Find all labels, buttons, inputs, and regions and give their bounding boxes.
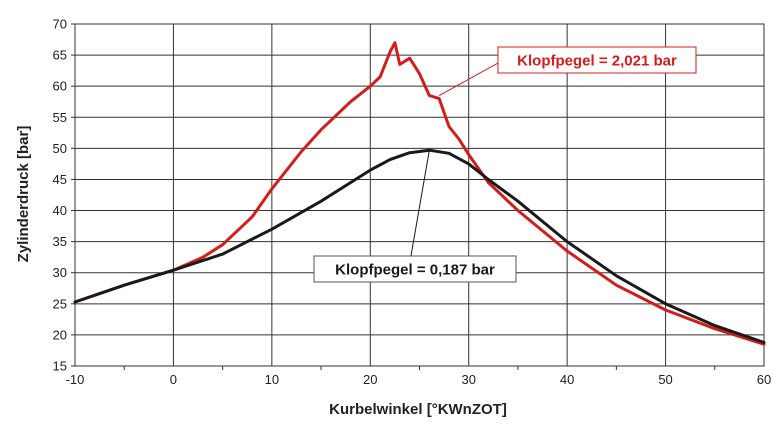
series-layer — [73, 41, 766, 346]
x-tick-label: 50 — [658, 372, 672, 387]
ticks: -10 0 10 20 30 40 50 60 15 20 25 30 35 40 45 50 55 60 65 70 — [53, 17, 772, 388]
x-tick-label: 0 — [170, 372, 177, 387]
y-tick-label: 45 — [53, 172, 67, 187]
x-tick-label: 40 — [560, 372, 574, 387]
callout-box-0 — [497, 46, 697, 74]
y-tick-label: 30 — [53, 265, 67, 280]
x-tick-label: -10 — [66, 372, 85, 387]
y-tick-label: 70 — [53, 17, 67, 32]
x-tick-label: 30 — [461, 372, 475, 387]
series-0-line — [73, 41, 766, 346]
y-axis-title: Zylinderdruck [bar] — [15, 126, 32, 263]
callout-leader-0 — [438, 62, 499, 96]
callout-box-1 — [313, 255, 517, 283]
series-1-line — [73, 148, 766, 344]
x-axis-title: Kurbelwinkel [°KWnZOT] — [329, 401, 507, 418]
x-tick-label: 10 — [265, 372, 279, 387]
x-tick-label: 20 — [363, 372, 377, 387]
callout-leader-1 — [410, 150, 430, 257]
y-tick-label: 40 — [53, 203, 67, 218]
y-tick-label: 50 — [53, 141, 67, 156]
y-tick-label: 15 — [53, 359, 67, 374]
y-tick-label: 65 — [53, 48, 67, 63]
y-tick-label: 60 — [53, 79, 67, 94]
y-tick-label: 55 — [53, 110, 67, 125]
y-tick-label: 25 — [53, 296, 67, 311]
callouts: Klopfpegel = 2,021 bar Klopfpegel = 0,187… — [313, 46, 697, 283]
x-tick-label: 60 — [757, 372, 771, 387]
y-tick-label: 35 — [53, 234, 67, 249]
y-tick-label: 20 — [53, 327, 67, 342]
callout-label-0: Klopfpegel = 2,021 bar — [517, 53, 677, 70]
callout-label-1: Klopfpegel = 0,187 bar — [335, 262, 495, 279]
